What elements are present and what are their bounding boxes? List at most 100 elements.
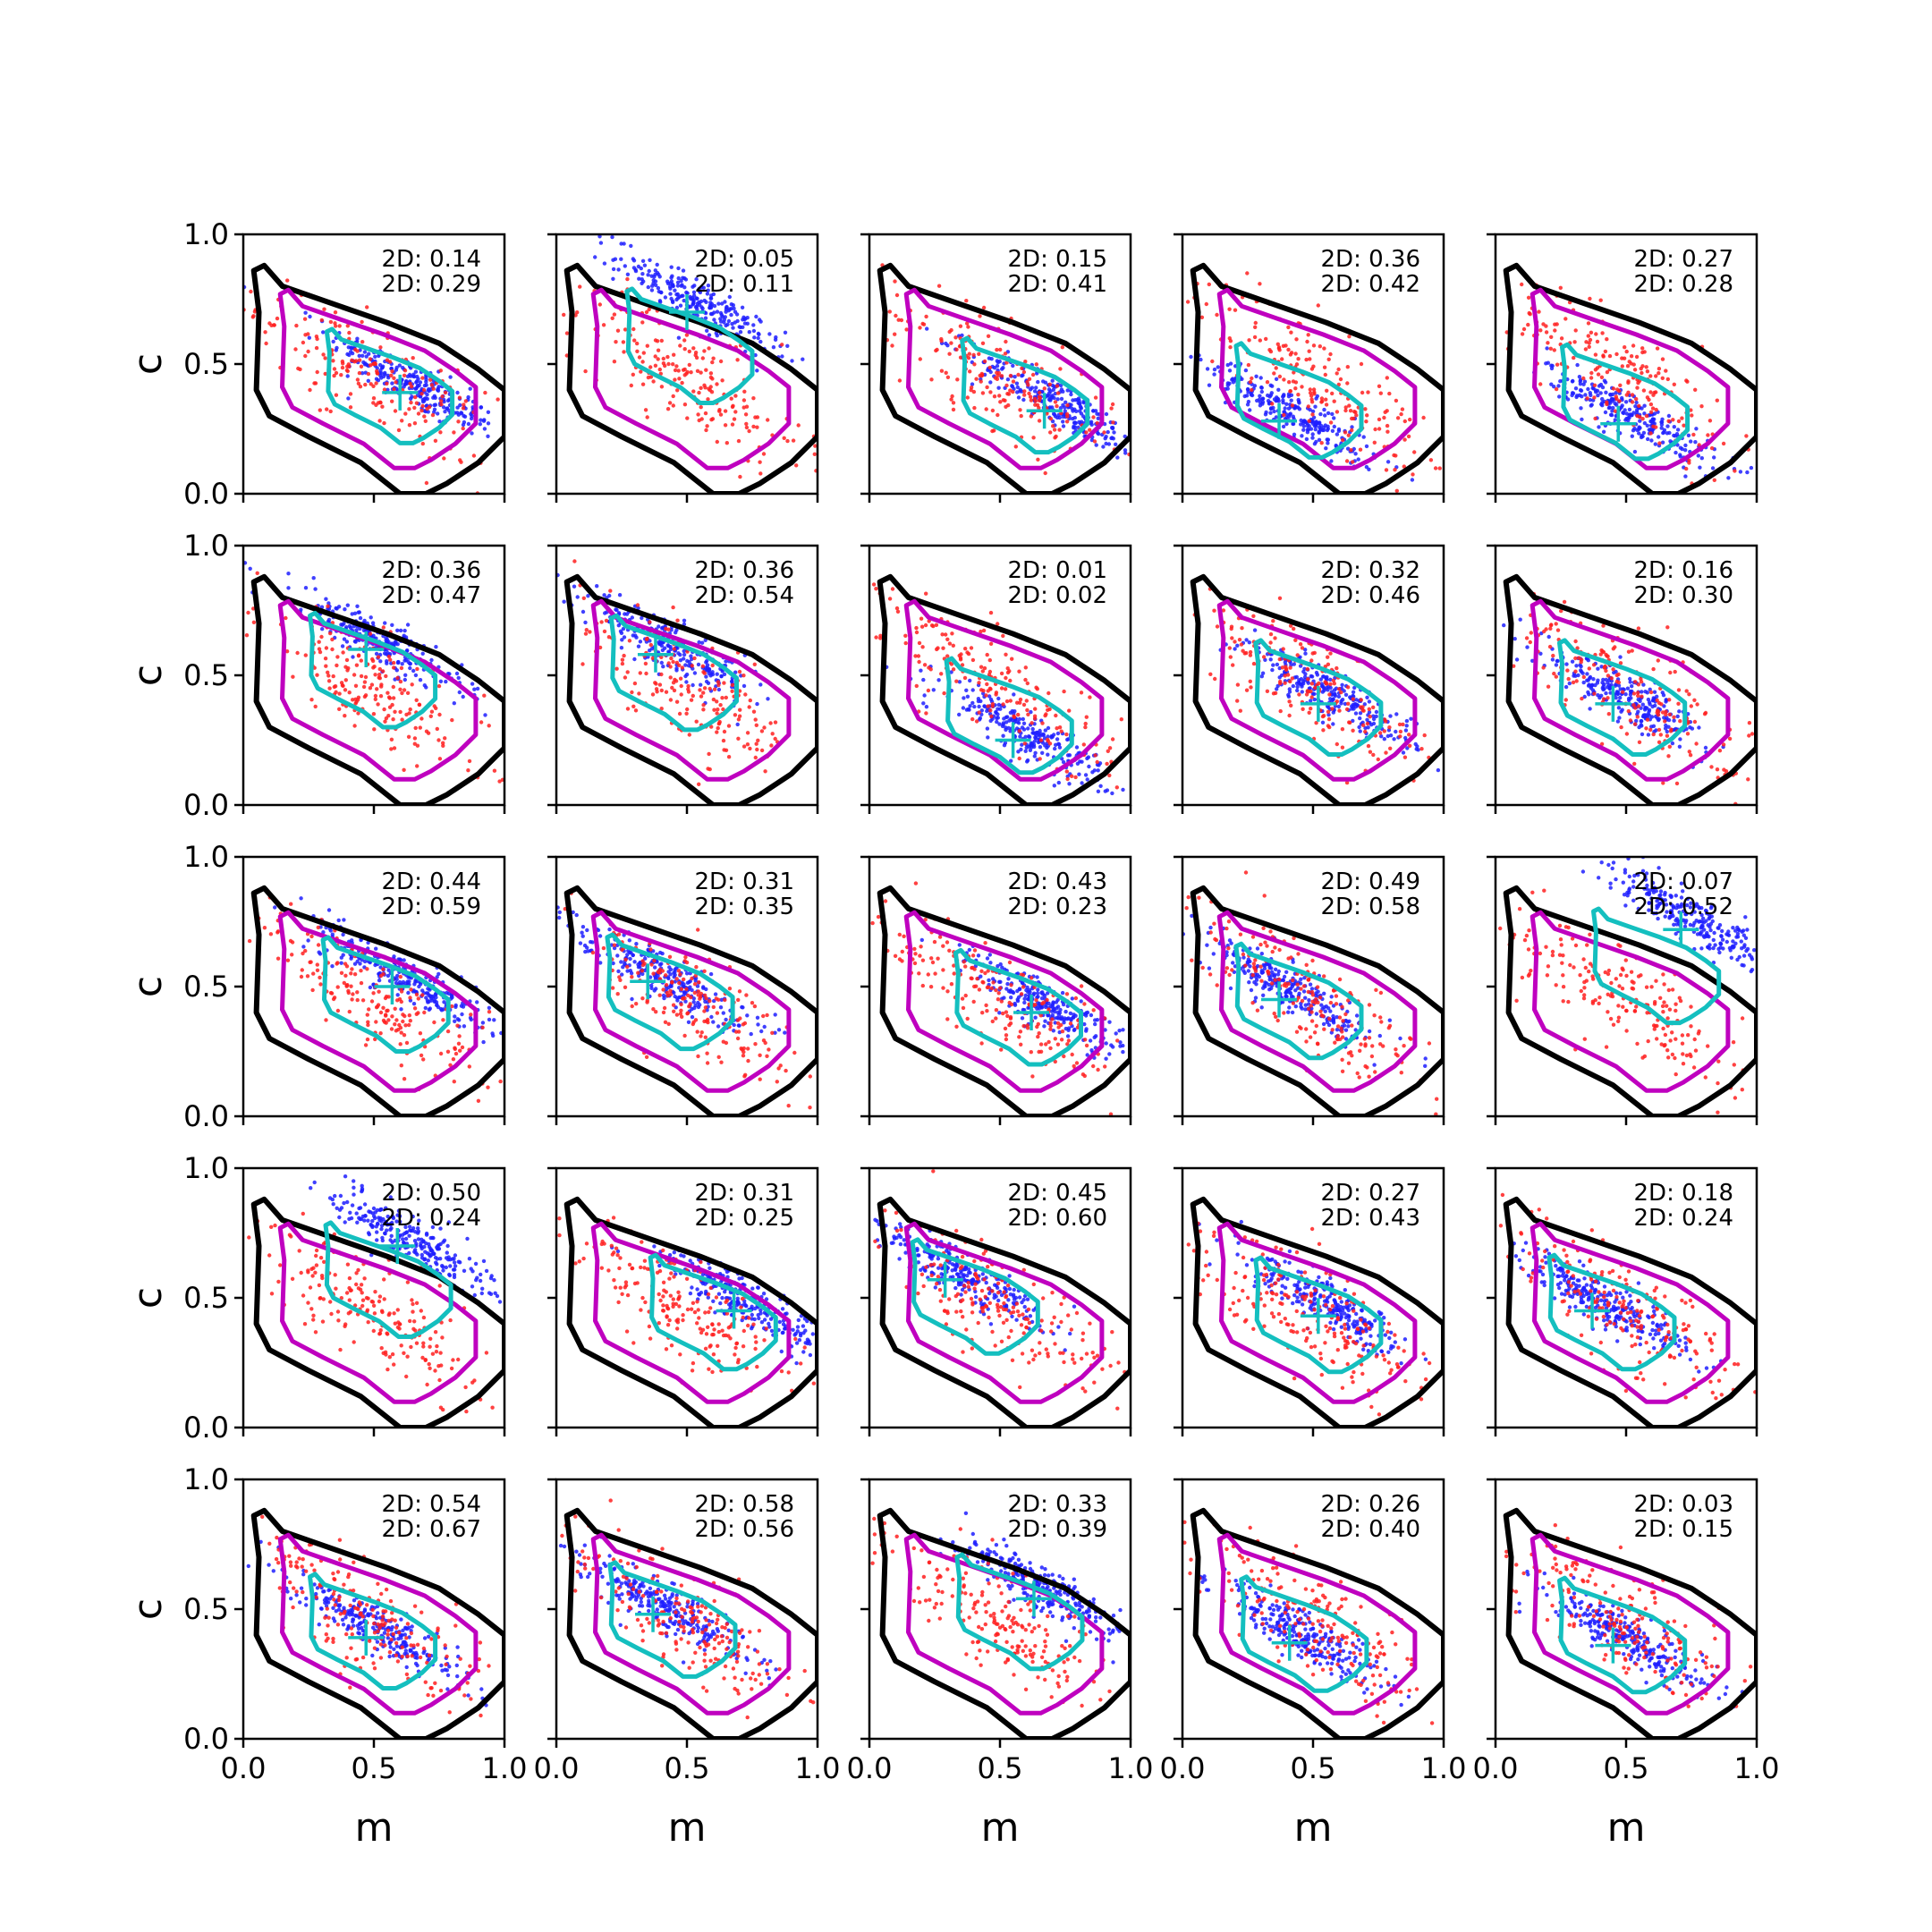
blue-point (801, 357, 805, 361)
red-point (1016, 372, 1021, 377)
red-point (988, 708, 993, 713)
red-point (452, 430, 456, 435)
red-point (692, 656, 697, 661)
red-point (1350, 416, 1354, 421)
red-point (1258, 338, 1263, 343)
blue-point (455, 411, 460, 415)
red-point (386, 691, 390, 695)
blue-point (1623, 400, 1629, 404)
blue-point (1330, 428, 1335, 433)
blue-point (1275, 662, 1280, 667)
red-point (1043, 713, 1047, 718)
red-point (360, 340, 365, 344)
panel-annotation: 2D: 0.28 (1634, 271, 1733, 298)
blue-point (1586, 678, 1590, 682)
red-point (301, 340, 306, 345)
blue-point (705, 658, 709, 664)
red-point (1385, 429, 1390, 434)
blue-point (633, 633, 638, 638)
red-point (659, 655, 664, 659)
red-point (969, 646, 974, 650)
red-point (699, 405, 703, 410)
blue-point (1058, 383, 1063, 388)
panel-annotation: 2D: 0.46 (1321, 582, 1420, 609)
red-point (1621, 690, 1625, 694)
red-point (1544, 330, 1549, 335)
blue-point (1550, 657, 1555, 662)
blue-point (342, 918, 346, 922)
blue-point (1309, 427, 1314, 431)
blue-point (1596, 666, 1600, 671)
red-point (1747, 733, 1751, 738)
blue-point (426, 991, 430, 996)
blue-point (1297, 681, 1301, 686)
red-point (756, 738, 760, 742)
red-point (1244, 650, 1249, 656)
red-point (1335, 371, 1339, 376)
blue-point (988, 369, 993, 375)
red-point (726, 724, 732, 728)
blue-point (1089, 419, 1094, 424)
red-point (723, 409, 728, 413)
blue-point (1617, 716, 1622, 720)
red-point (1589, 370, 1594, 376)
blue-point (719, 674, 724, 679)
panel-plot-area (556, 559, 818, 805)
blue-point (1598, 391, 1603, 395)
blue-point (1040, 750, 1045, 755)
blue-point (461, 694, 465, 699)
red-point (1343, 430, 1348, 435)
blue-point (1248, 408, 1252, 412)
blue-point (685, 658, 690, 664)
blue-point (1518, 617, 1522, 622)
blue-point (699, 640, 705, 645)
black-contour (1503, 262, 1757, 494)
red-point (315, 968, 320, 973)
red-point (1359, 698, 1364, 702)
red-point (1626, 380, 1631, 386)
blue-point (424, 383, 428, 387)
red-point (1025, 379, 1030, 385)
red-point (373, 697, 377, 701)
red-point (1207, 282, 1212, 287)
blue-point (468, 1015, 473, 1021)
blue-point (330, 932, 335, 936)
panel-plot-area (1502, 573, 1757, 805)
blue-point (669, 265, 674, 269)
blue-point (382, 651, 387, 656)
red-point (463, 399, 468, 403)
red-point (947, 352, 952, 356)
red-point (708, 375, 714, 380)
blue-point (1073, 420, 1078, 426)
red-point (1322, 346, 1326, 351)
red-point (1309, 695, 1314, 699)
panel-annotation: 2D: 0.14 (382, 246, 481, 273)
red-point (1691, 432, 1696, 437)
red-point (360, 319, 364, 325)
red-point (753, 717, 758, 722)
red-point (936, 646, 940, 650)
red-point (330, 637, 335, 642)
blue-point (1667, 430, 1672, 436)
blue-point (1627, 698, 1631, 703)
blue-point (1121, 787, 1125, 792)
blue-point (1085, 777, 1089, 782)
red-point (428, 377, 433, 382)
red-point (711, 697, 716, 702)
blue-point (407, 372, 412, 377)
blue-point (1678, 445, 1683, 450)
red-point (631, 372, 635, 377)
blue-point (1104, 411, 1109, 417)
blue-point (1263, 657, 1267, 662)
blue-point (1318, 677, 1324, 682)
blue-point (453, 1019, 457, 1024)
blue-point (299, 607, 303, 612)
blue-point (1059, 396, 1064, 402)
red-point (955, 377, 960, 382)
red-point (1411, 472, 1415, 477)
red-point (689, 698, 694, 702)
blue-point (1640, 719, 1644, 724)
red-point (1048, 417, 1054, 421)
blue-point (671, 284, 675, 289)
red-point (738, 708, 742, 712)
